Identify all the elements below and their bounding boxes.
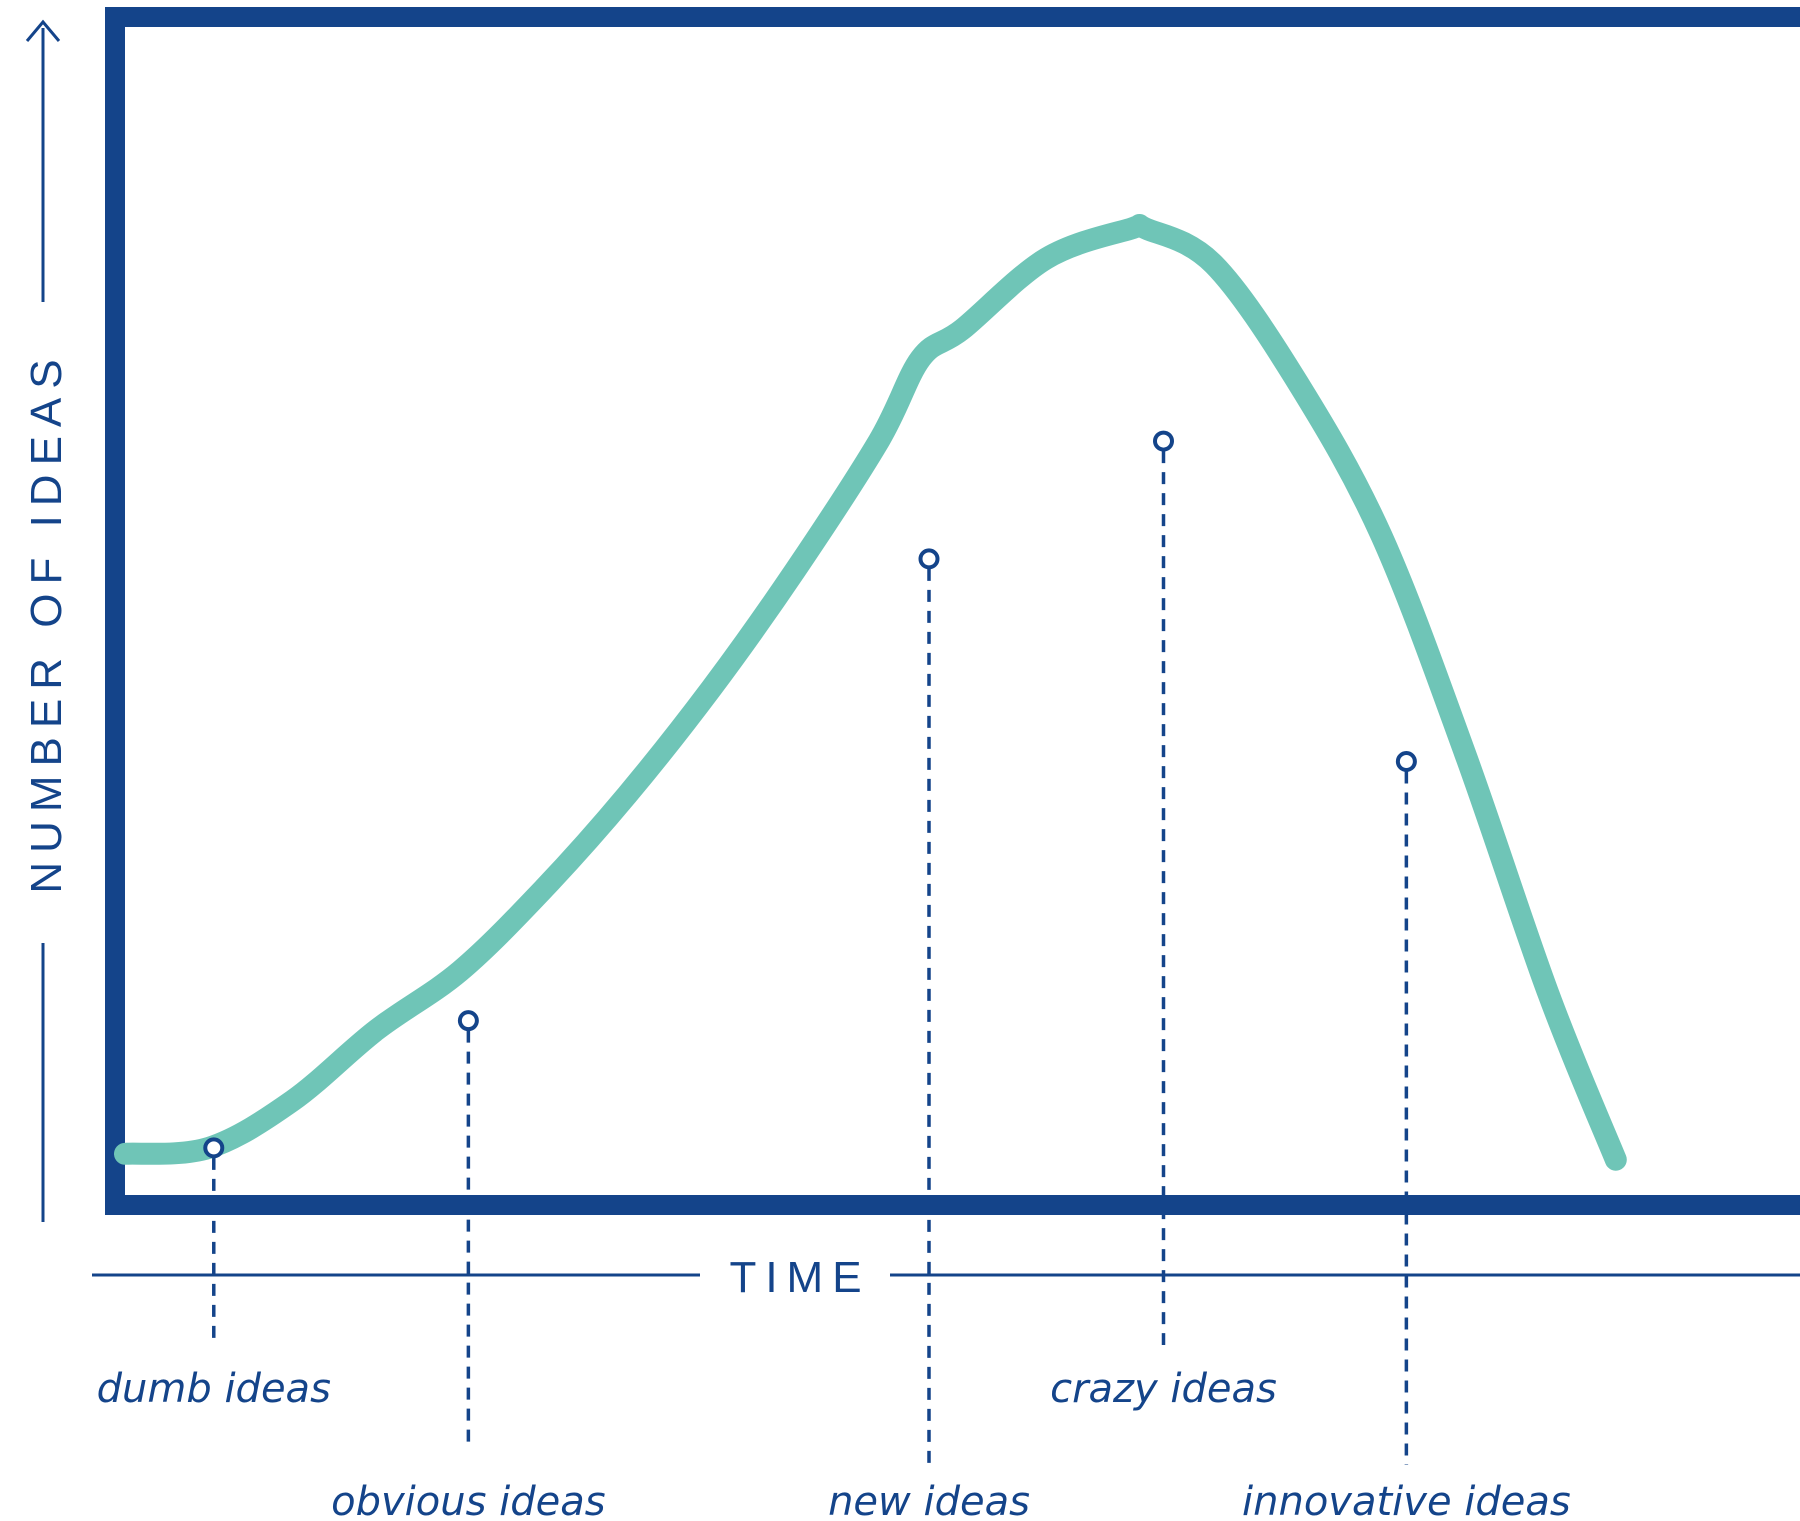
ideas-curve — [114, 213, 1627, 1171]
data-point-marker — [918, 548, 940, 570]
data-point-label: crazy ideas — [1050, 1366, 1277, 1412]
point-labels: dumb ideas obvious ideas new ideas crazy id… — [97, 1366, 1571, 1521]
data-point-marker — [1153, 430, 1174, 452]
x-axis-title: TIME — [729, 1253, 870, 1302]
data-point-label: dumb ideas — [97, 1366, 331, 1412]
data-point-marker — [1395, 750, 1417, 772]
data-point-label: new ideas — [828, 1479, 1030, 1521]
plot-frame — [105, 7, 1800, 1215]
data-point-marker — [203, 1137, 225, 1159]
data-point-label: innovative ideas — [1242, 1479, 1571, 1521]
y-axis-arrow — [25, 19, 61, 1222]
data-point-label: obvious ideas — [331, 1479, 606, 1521]
y-axis-title: NUMBER OF IDEAS — [22, 350, 71, 893]
point-markers — [203, 430, 1417, 1159]
data-point-marker — [457, 1010, 479, 1032]
arrow-up-icon — [25, 19, 61, 42]
leader-lines — [212, 451, 1409, 1465]
